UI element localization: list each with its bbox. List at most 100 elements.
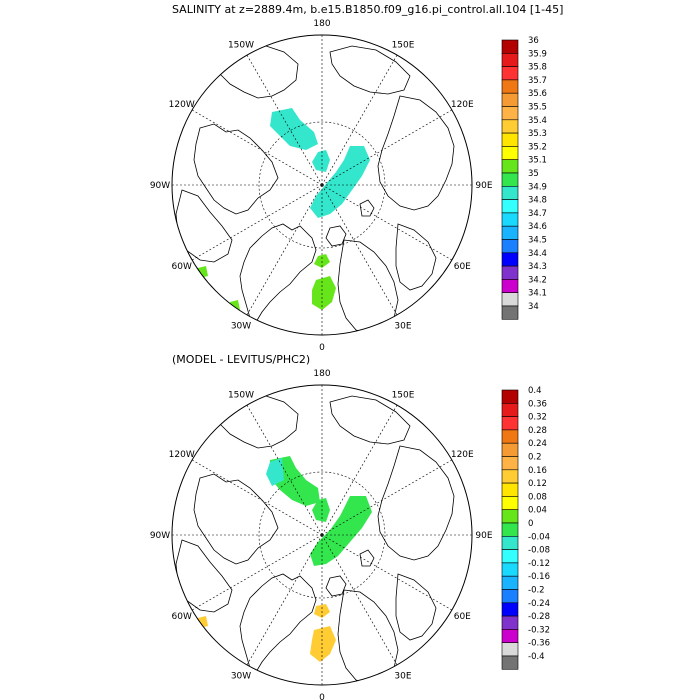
colorbar-swatch xyxy=(501,106,519,121)
colorbar-swatch xyxy=(501,429,519,444)
coastline xyxy=(337,239,399,335)
colorbar-swatch xyxy=(501,442,519,457)
colorbar-swatch xyxy=(501,186,519,200)
longitude-label: 90W xyxy=(150,531,170,541)
bottom-panel-title: (MODEL - LEVITUS/PHC2) xyxy=(172,353,311,366)
colorbar-swatch xyxy=(501,79,519,94)
colorbar-swatch xyxy=(501,602,519,617)
colorbar-swatch xyxy=(501,39,519,54)
colorbar-label: 35.4 xyxy=(528,116,547,126)
meridian-line xyxy=(246,534,323,666)
data-patch xyxy=(312,498,330,522)
meridian-line xyxy=(321,459,453,536)
colorbar-label: 35.9 xyxy=(528,49,547,59)
colorbar-label: -0.32 xyxy=(528,625,550,635)
top-panel-title: SALINITY at z=2889.4m, b.e15.B1850.f09_g… xyxy=(172,3,564,16)
coastline xyxy=(193,473,279,565)
longitude-label: 0 xyxy=(319,343,325,353)
colorbar-label: 34.2 xyxy=(528,275,547,285)
coastline xyxy=(239,223,317,323)
colorbar-swatch xyxy=(501,252,519,267)
colorbar-label: -0.16 xyxy=(528,572,550,582)
coastline xyxy=(193,123,279,215)
meridian-line xyxy=(321,184,453,261)
colorbar-label: 34.3 xyxy=(528,262,547,272)
longitude-label: 0 xyxy=(319,693,325,700)
colorbar-label: 34.6 xyxy=(528,222,547,232)
colorbar-label: 0.12 xyxy=(528,479,547,489)
longitude-label: 60E xyxy=(454,612,471,622)
colorbar-swatch xyxy=(501,469,519,484)
colorbar-label: 0.4 xyxy=(528,386,542,396)
colorbar-swatch xyxy=(501,146,519,160)
coastline xyxy=(329,395,411,445)
coastline xyxy=(337,589,399,685)
latitude-circle xyxy=(258,121,386,249)
colorbar-label: 35.7 xyxy=(528,76,547,86)
meridian-line xyxy=(321,404,398,536)
colorbar-label: 0.16 xyxy=(528,466,547,476)
meridian-line xyxy=(191,184,323,261)
map-boundary xyxy=(171,384,473,686)
coastline xyxy=(359,199,375,217)
colorbar-label: 34.4 xyxy=(528,249,547,259)
colorbar-swatch xyxy=(501,119,519,134)
colorbar-swatch xyxy=(501,172,519,187)
coastline xyxy=(377,445,455,561)
longitude-label: 30E xyxy=(394,321,411,331)
coastline xyxy=(325,225,347,247)
coastline xyxy=(325,575,347,597)
colorbar-swatch xyxy=(501,562,519,577)
colorbar-swatch xyxy=(501,575,519,590)
polar-map-panel: 180 150E 120E 90E 60E 30E 0 30W 60W 90W 120W 150W 36… xyxy=(150,19,547,353)
colorbar-label: 35.2 xyxy=(528,142,547,152)
colorbar-swatch xyxy=(501,159,519,174)
colorbar-label: 34.5 xyxy=(528,236,547,246)
colorbar-label: 0.2 xyxy=(528,453,542,463)
coastline xyxy=(175,189,233,263)
longitude-label: 120E xyxy=(451,450,474,460)
longitude-label: 120E xyxy=(451,100,474,110)
meridian-line xyxy=(321,109,453,186)
colorbar-swatch xyxy=(501,522,519,537)
colorbar-label: 34.7 xyxy=(528,209,547,219)
colorbar-label: -0.28 xyxy=(528,612,550,622)
longitude-label: 180 xyxy=(313,19,330,29)
meridian-line xyxy=(246,54,323,186)
longitude-label: 90E xyxy=(475,181,492,191)
colorbar-label: -0.4 xyxy=(528,652,545,662)
colorbar-swatch xyxy=(501,482,519,497)
colorbar-swatch xyxy=(501,416,519,431)
colorbar-label: 0 xyxy=(528,519,533,529)
colorbar-label: 0.36 xyxy=(528,399,547,409)
colorbar-label: 0.32 xyxy=(528,413,547,423)
colorbar-swatch xyxy=(501,265,519,280)
colorbar-swatch xyxy=(501,239,519,254)
polar-map-panel: 180 150E 120E 90E 60E 30E 0 30W 60W 90W 120W 150W 0.… xyxy=(150,369,550,700)
meridian-line xyxy=(191,534,323,611)
data-patch xyxy=(312,276,336,310)
longitude-label: 90E xyxy=(475,531,492,541)
meridian-line xyxy=(191,109,323,186)
colorbar-swatch xyxy=(501,132,519,147)
longitude-label: 150W xyxy=(228,41,254,51)
colorbar-label: 34.8 xyxy=(528,196,547,206)
colorbar-label: 35 xyxy=(528,169,539,179)
data-patch xyxy=(310,626,336,662)
data-patch xyxy=(312,150,330,172)
colorbar-label: 36 xyxy=(528,36,539,46)
colorbar-swatch xyxy=(501,305,519,320)
longitude-label: 60W xyxy=(172,612,192,622)
longitude-label: 90W xyxy=(150,181,170,191)
data-patch xyxy=(310,496,372,566)
coastline xyxy=(239,573,317,673)
longitude-label: 60W xyxy=(172,262,192,272)
colorbar-swatch xyxy=(501,212,519,227)
colorbar-label: 35.8 xyxy=(528,63,547,73)
coastline xyxy=(217,393,299,449)
data-patch xyxy=(270,108,318,150)
coastline xyxy=(329,45,411,95)
longitude-label: 150E xyxy=(392,391,415,401)
colorbar-swatch xyxy=(501,549,519,564)
